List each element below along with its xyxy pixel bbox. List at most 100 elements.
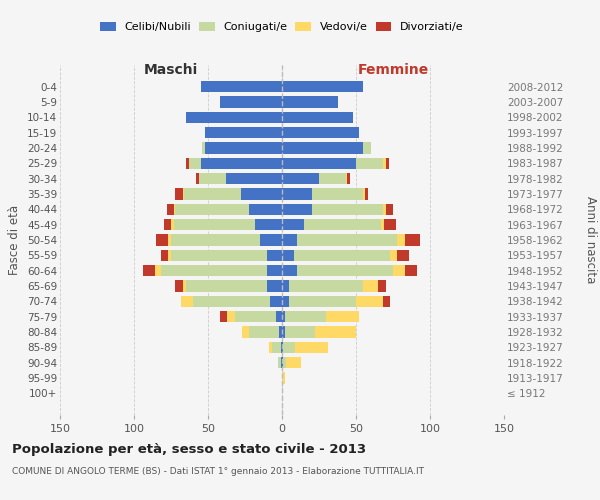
Bar (260, 234, 282, 246)
Bar (282, 234, 297, 246)
Bar (346, 173, 347, 184)
Bar (267, 250, 282, 261)
Bar (294, 250, 390, 261)
Bar (282, 357, 283, 368)
Text: Popolazione per età, sesso e stato civile - 2013: Popolazione per età, sesso e stato civil… (12, 442, 366, 456)
Bar (282, 326, 285, 338)
Bar (311, 204, 383, 215)
Bar (282, 188, 311, 200)
Bar (205, 127, 282, 138)
Bar (304, 219, 381, 230)
Bar (200, 158, 282, 169)
Bar (384, 219, 396, 230)
Bar (171, 219, 174, 230)
Bar (364, 280, 378, 292)
Bar (278, 357, 281, 368)
Bar (281, 342, 282, 353)
Bar (174, 204, 175, 215)
Bar (184, 188, 241, 200)
Bar (356, 158, 383, 169)
Bar (282, 280, 289, 292)
Bar (235, 311, 276, 322)
Bar (220, 311, 227, 322)
Bar (189, 158, 200, 169)
Bar (161, 250, 168, 261)
Bar (397, 250, 409, 261)
Bar (282, 127, 359, 138)
Bar (282, 96, 338, 108)
Bar (272, 342, 281, 353)
Bar (250, 204, 282, 215)
Bar (282, 158, 356, 169)
Bar (171, 234, 260, 246)
Bar (183, 280, 186, 292)
Legend: Celibi/Nubili, Coniugati/e, Vedovi/e, Divorziati/e: Celibi/Nubili, Coniugati/e, Vedovi/e, Di… (100, 22, 464, 32)
Bar (383, 296, 390, 307)
Bar (242, 326, 250, 338)
Bar (193, 296, 270, 307)
Bar (168, 234, 171, 246)
Bar (181, 296, 193, 307)
Bar (267, 265, 282, 276)
Bar (405, 234, 419, 246)
Bar (286, 357, 301, 368)
Bar (202, 142, 205, 154)
Text: Anni di nascita: Anni di nascita (584, 196, 597, 284)
Bar (364, 142, 371, 154)
Bar (282, 296, 289, 307)
Bar (196, 173, 199, 184)
Bar (397, 234, 405, 246)
Bar (186, 112, 282, 123)
Bar (276, 311, 282, 322)
Bar (282, 204, 311, 215)
Bar (183, 188, 184, 200)
Bar (297, 234, 397, 246)
Text: Maschi: Maschi (144, 62, 198, 76)
Bar (241, 188, 282, 200)
Bar (314, 326, 356, 338)
Bar (175, 280, 183, 292)
Bar (220, 96, 282, 108)
Bar (281, 357, 282, 368)
Bar (171, 250, 267, 261)
Bar (161, 265, 267, 276)
Bar (175, 188, 183, 200)
Bar (282, 112, 353, 123)
Bar (155, 265, 161, 276)
Bar (390, 250, 397, 261)
Bar (386, 158, 389, 169)
Bar (282, 81, 364, 92)
Bar (282, 311, 285, 322)
Bar (167, 204, 174, 215)
Bar (282, 250, 294, 261)
Bar (143, 265, 155, 276)
Bar (175, 204, 250, 215)
Bar (347, 173, 350, 184)
Text: COMUNE DI ANGOLO TERME (BS) - Dati ISTAT 1° gennaio 2013 - Elaborazione TUTTITAL: COMUNE DI ANGOLO TERME (BS) - Dati ISTAT… (12, 468, 424, 476)
Bar (364, 188, 365, 200)
Bar (283, 357, 286, 368)
Bar (164, 219, 171, 230)
Bar (168, 250, 171, 261)
Bar (156, 234, 168, 246)
Bar (381, 219, 384, 230)
Bar (326, 311, 359, 322)
Bar (227, 311, 235, 322)
Bar (365, 188, 368, 200)
Bar (386, 204, 393, 215)
Bar (282, 265, 297, 276)
Bar (270, 296, 282, 307)
Bar (279, 326, 282, 338)
Bar (250, 326, 279, 338)
Bar (256, 219, 282, 230)
Bar (289, 280, 364, 292)
Bar (205, 142, 282, 154)
Bar (226, 173, 282, 184)
Bar (311, 188, 364, 200)
Bar (186, 280, 267, 292)
Bar (405, 265, 416, 276)
Bar (283, 342, 295, 353)
Bar (295, 342, 328, 353)
Bar (282, 342, 283, 353)
Bar (356, 296, 383, 307)
